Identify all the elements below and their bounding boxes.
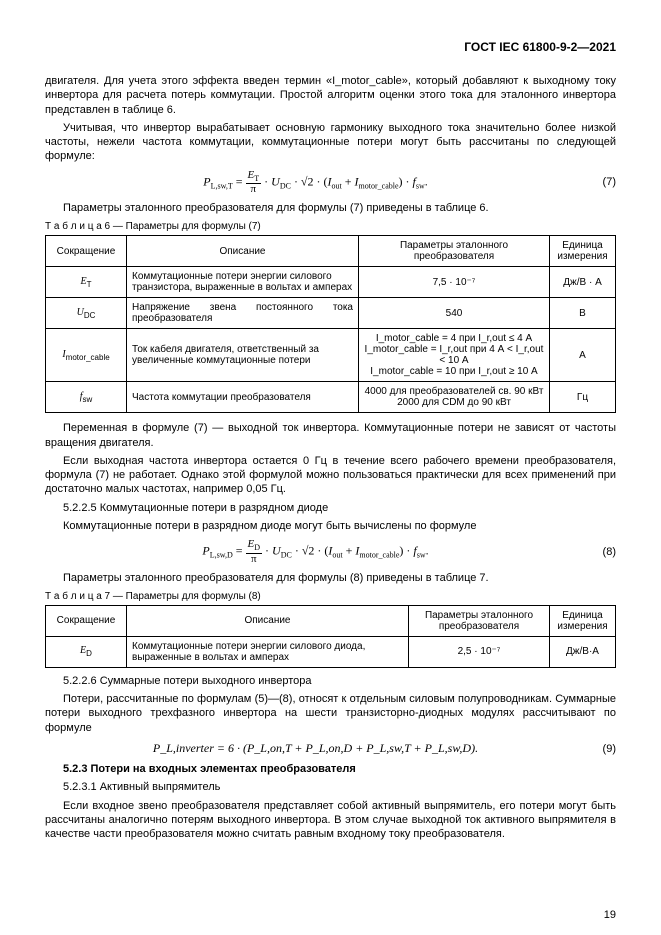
t6-h1: Сокращение bbox=[46, 236, 127, 267]
t6-r4c3a: 4000 для преобразователей св. 90 кВт bbox=[364, 386, 544, 397]
table-6-caption: Т а б л и ц а 6 — Параметры для формулы … bbox=[45, 221, 616, 232]
section-5225: 5.2.2.5 Коммутационные потери в разрядно… bbox=[45, 501, 616, 515]
t6-r2c4: В bbox=[550, 298, 616, 329]
para-3: Параметры эталонного преобразователя для… bbox=[45, 201, 616, 215]
formula-8: PL,sw,D = EDπ · UDC · √2 · (Iout + Imoto… bbox=[45, 539, 616, 564]
formula-7: PL,sw,T = ETπ · UDC · √2 · (Iout + Imoto… bbox=[45, 170, 616, 195]
page-number: 19 bbox=[604, 909, 616, 921]
para-2: Учитывая, что инвертор вырабатывает осно… bbox=[45, 121, 616, 164]
t6-r3c3a: I_motor_cable = 4 при I_r,out ≤ 4 А bbox=[364, 333, 544, 344]
t6-r3c3c: I_motor_cable = 10 при I_r,out ≥ 10 А bbox=[364, 366, 544, 377]
t6-h2: Описание bbox=[127, 236, 359, 267]
t6-r1c2: Коммутационные потери энергии силового т… bbox=[127, 267, 359, 298]
t7-r1c3: 2,5 · 10⁻⁷ bbox=[409, 636, 550, 667]
para-6: Коммутационные потери в разрядном диоде … bbox=[45, 519, 616, 533]
t7-r1c2: Коммутационные потери энергии силового д… bbox=[127, 636, 409, 667]
section-5226: 5.2.2.6 Суммарные потери выходного инвер… bbox=[45, 674, 616, 688]
t6-r4c4: Гц bbox=[550, 382, 616, 413]
t6-r3c4: А bbox=[550, 329, 616, 382]
para-9: Если входное звено преобразователя предс… bbox=[45, 799, 616, 842]
t6-r1c3: 7,5 · 10⁻⁷ bbox=[359, 267, 550, 298]
t6-h4: Единица измерения bbox=[550, 236, 616, 267]
section-523: 5.2.3 Потери на входных элементах преобр… bbox=[45, 762, 616, 776]
t7-h3: Параметры эталонного преобразователя bbox=[409, 605, 550, 636]
t6-r4c3b: 2000 для CDM до 90 кВт bbox=[364, 397, 544, 408]
formula-8-num: (8) bbox=[586, 546, 616, 558]
formula-9: P_L,inverter = 6 · (P_L,on,T + P_L,on,D … bbox=[45, 741, 616, 756]
para-4: Переменная в формуле (7) — выходной ток … bbox=[45, 421, 616, 450]
doc-header: ГОСТ IEC 61800-9-2—2021 bbox=[45, 40, 616, 54]
formula-7-num: (7) bbox=[586, 176, 616, 188]
para-7: Параметры эталонного преобразователя для… bbox=[45, 571, 616, 585]
t7-h2: Описание bbox=[127, 605, 409, 636]
page: ГОСТ IEC 61800-9-2—2021 двигателя. Для у… bbox=[0, 0, 661, 935]
para-1: двигателя. Для учета этого эффекта введе… bbox=[45, 74, 616, 117]
t6-r3c2: Ток кабеля двигателя, ответственный за у… bbox=[127, 329, 359, 382]
t6-r3c3b: I_motor_cable = I_r,out при 4 А < I_r,ou… bbox=[364, 344, 544, 366]
formula-9-text: P_L,inverter = 6 · (P_L,on,T + P_L,on,D … bbox=[45, 741, 586, 756]
para-5: Если выходная частота инвертора остается… bbox=[45, 454, 616, 497]
t7-h4: Единица измерения bbox=[550, 605, 616, 636]
table-7: Сокращение Описание Параметры эталонного… bbox=[45, 605, 616, 668]
t6-r2c2: Напряжение звена постоянного тока преобр… bbox=[127, 298, 359, 329]
table-7-caption: Т а б л и ц а 7 — Параметры для формулы … bbox=[45, 591, 616, 602]
t6-r2c3: 540 bbox=[359, 298, 550, 329]
t7-r1c4: Дж/В·А bbox=[550, 636, 616, 667]
formula-9-num: (9) bbox=[586, 743, 616, 755]
t6-r1c4: Дж/В · А bbox=[550, 267, 616, 298]
table-6: Сокращение Описание Параметры эталонного… bbox=[45, 235, 616, 413]
t7-h1: Сокращение bbox=[46, 605, 127, 636]
section-5231: 5.2.3.1 Активный выпрямитель bbox=[45, 780, 616, 794]
t6-h3: Параметры эталонного преобразователя bbox=[359, 236, 550, 267]
para-8: Потери, рассчитанные по формулам (5)—(8)… bbox=[45, 692, 616, 735]
t6-r4c2: Частота коммутации преобразователя bbox=[127, 382, 359, 413]
